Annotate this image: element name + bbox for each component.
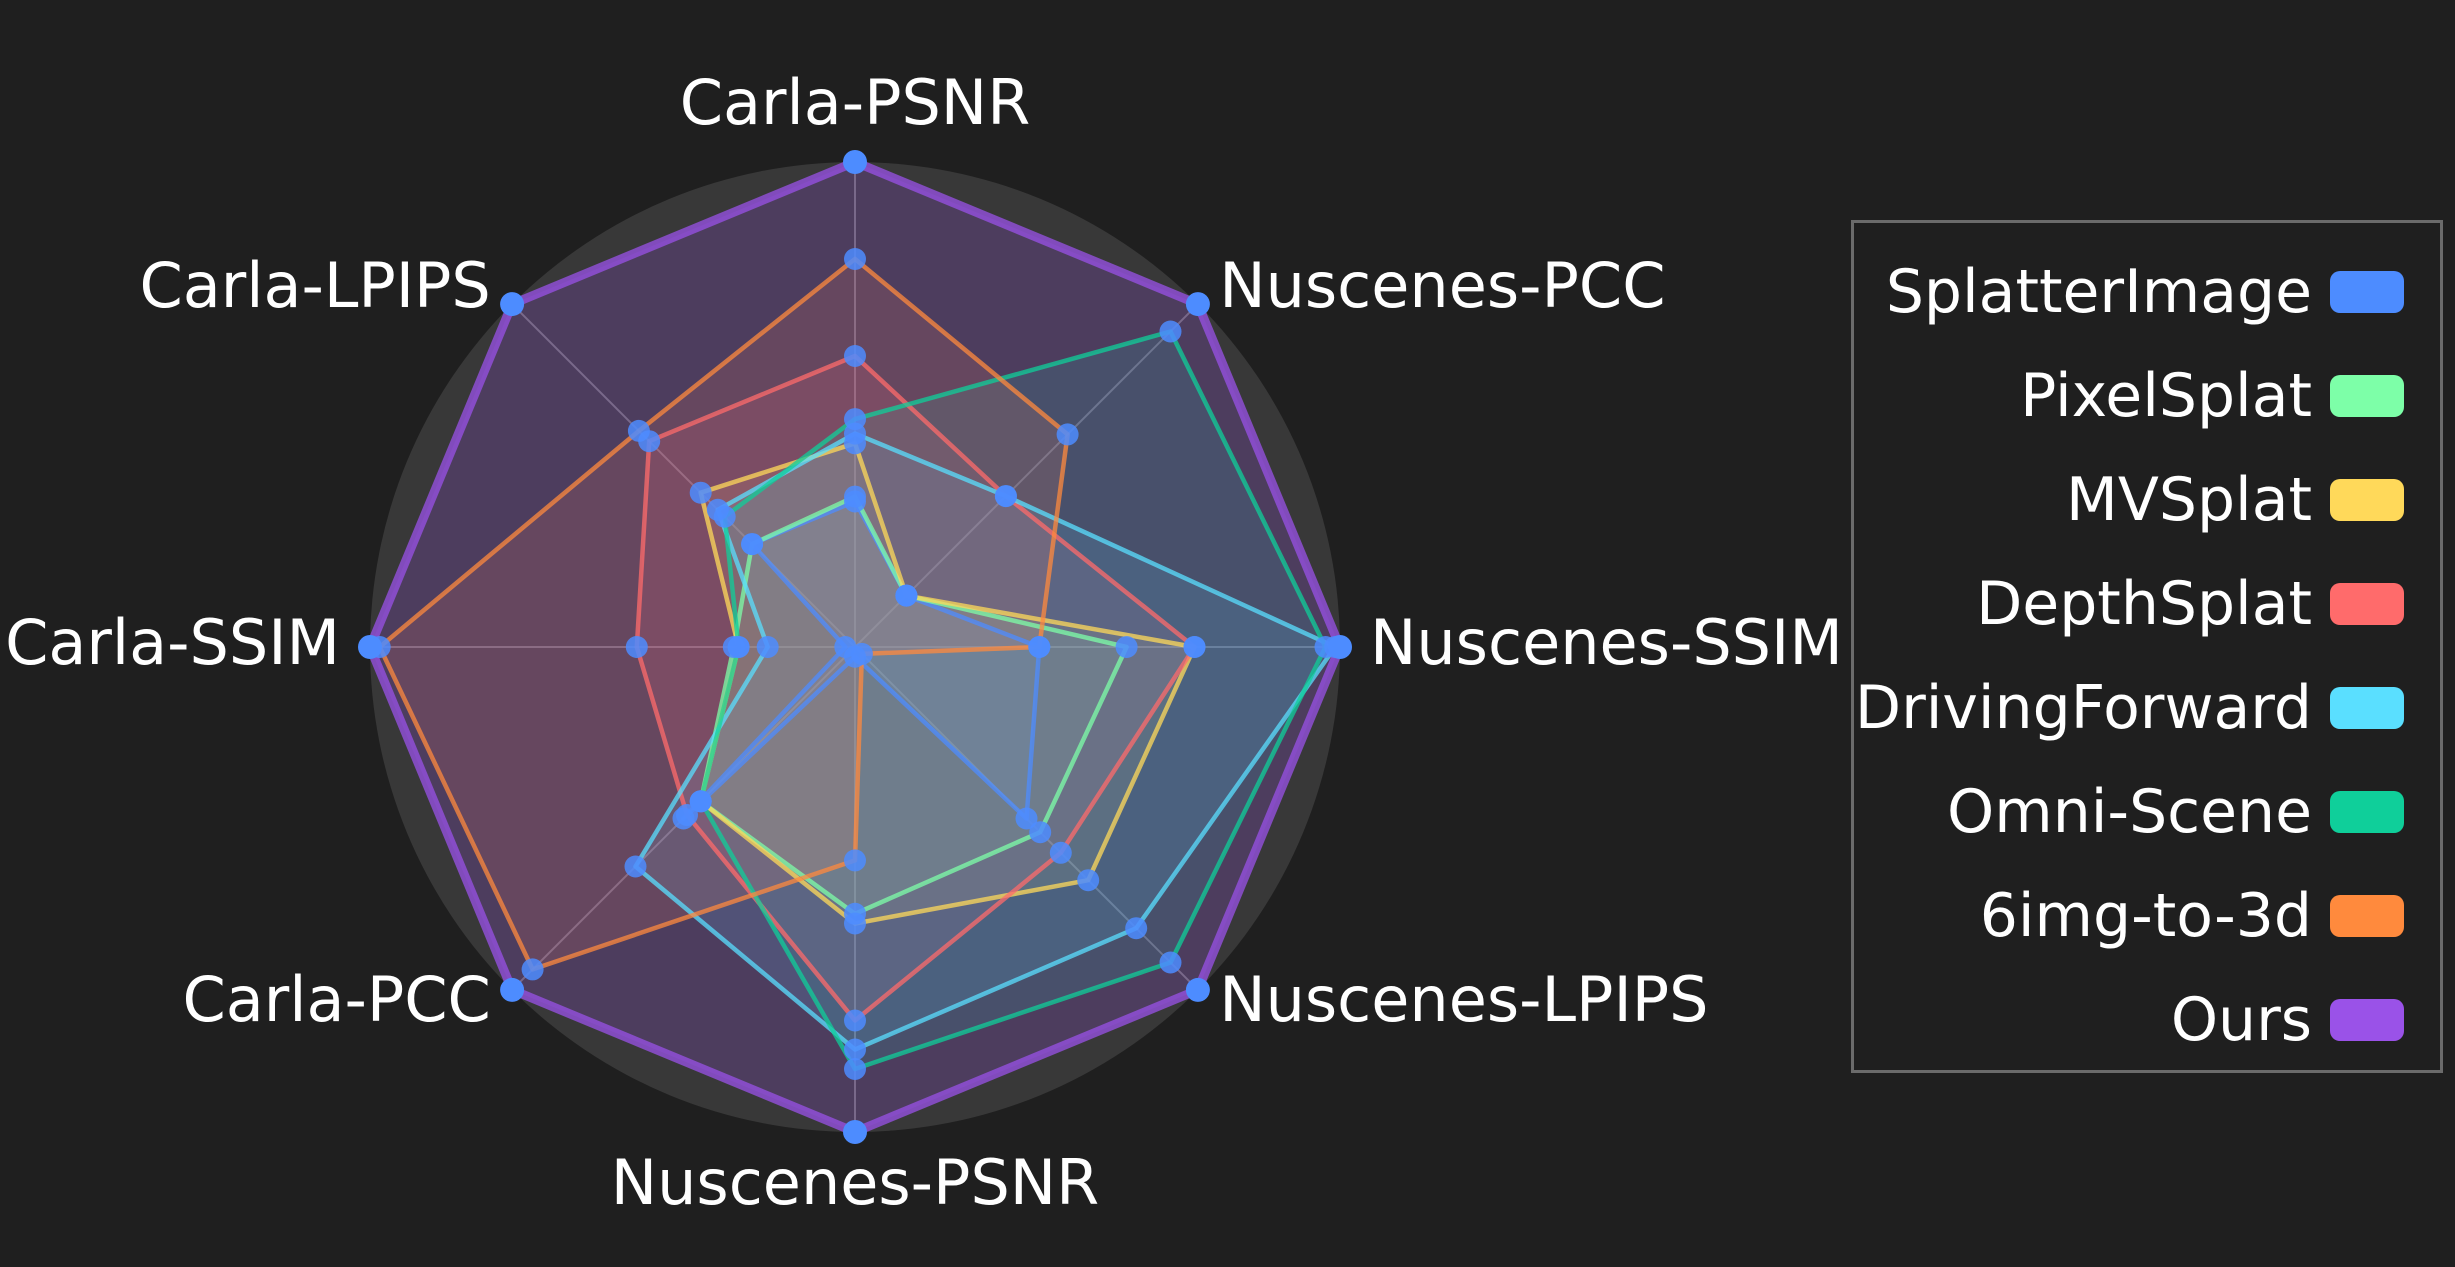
point-mvsplat-nuscenes-pcc <box>895 584 918 607</box>
legend: SplatterImage PixelSplat MVSplat DepthSplat… <box>1851 220 2443 1073</box>
point-ours-carla-psnr <box>843 150 867 174</box>
series-points <box>358 150 1352 1144</box>
point-6img-to-3d-carla-lpips <box>627 419 650 442</box>
point-ours-nuscenes-psnr <box>843 1120 867 1144</box>
legend-item-depthsplat: DepthSplat <box>1976 569 2404 639</box>
point-depthsplat-carla-pcc <box>676 804 698 826</box>
axis-spoke-carla-lpips <box>511 303 856 648</box>
legend-label: Ours <box>2170 985 2312 1055</box>
point-ours-nuscenes-lpips <box>1185 977 1210 1002</box>
point-omni-scene-nuscenes-psnr <box>844 1058 866 1080</box>
axis-labels: Carla-PSNR Nuscenes-PCC Nuscenes-SSIM Nusce… <box>5 66 1843 1219</box>
axis-label-nuscenes-psnr: Nuscenes-PSNR <box>611 1146 1100 1219</box>
legend-item-6img-to-3d: 6img-to-3d <box>1980 881 2404 951</box>
axis-label-nuscenes-ssim: Nuscenes-SSIM <box>1370 606 1843 679</box>
point-drivingforward-carla-pcc <box>624 855 647 878</box>
point-drivingforward-carla-ssim <box>756 636 779 658</box>
point-ours-carla-pcc <box>500 977 525 1002</box>
point-depthsplat-nuscenes-ssim <box>1183 636 1206 658</box>
legend-swatch-splatterimage <box>2330 271 2404 313</box>
legend-item-omni-scene: Omni-Scene <box>1947 777 2404 847</box>
legend-swatch-mvsplat <box>2330 479 2404 521</box>
legend-item-mvsplat: MVSplat <box>2066 465 2404 535</box>
legend-label: SplatterImage <box>1885 257 2312 327</box>
point-depthsplat-carla-ssim <box>625 636 648 658</box>
legend-label: DepthSplat <box>1976 569 2312 639</box>
legend-item-splatterimage: SplatterImage <box>1886 257 2404 327</box>
point-ours-nuscenes-pcc <box>1185 292 1210 317</box>
point-drivingforward-nuscenes-psnr <box>844 1038 866 1061</box>
point-6img-to-3d-carla-pcc <box>521 958 544 981</box>
point-omni-scene-carla-psnr <box>844 408 866 431</box>
legend-swatch-drivingforward <box>2330 687 2404 729</box>
axis-label-nuscenes-lpips: Nuscenes-LPIPS <box>1219 963 1708 1036</box>
legend-swatch-6img-to-3d <box>2330 895 2404 937</box>
axis-label-carla-ssim: Carla-SSIM <box>5 606 340 679</box>
point-ours-carla-lpips <box>500 292 525 317</box>
point-pixelsplat-carla-lpips <box>741 533 764 556</box>
point-depthsplat-nuscenes-lpips <box>1049 841 1072 864</box>
legend-label: MVSplat <box>2066 465 2312 535</box>
point-6img-to-3d-nuscenes-psnr <box>844 849 866 872</box>
point-drivingforward-nuscenes-pcc <box>994 485 1017 508</box>
point-6img-to-3d-nuscenes-pcc <box>1056 423 1079 446</box>
series-area-mvsplat <box>700 443 1195 924</box>
point-ours-nuscenes-ssim <box>1328 635 1352 659</box>
point-depthsplat-nuscenes-psnr <box>844 1009 866 1032</box>
point-depthsplat-carla-psnr <box>844 345 866 367</box>
legend-label: Omni-Scene <box>1947 777 2312 847</box>
point-6img-to-3d-nuscenes-ssim <box>1028 636 1051 658</box>
legend-label: 6img-to-3d <box>1979 881 2312 951</box>
point-omni-scene-nuscenes-pcc <box>1159 320 1182 343</box>
point-pixelsplat-nuscenes-lpips <box>1029 821 1052 844</box>
axis-label-carla-lpips: Carla-LPIPS <box>139 249 490 322</box>
legend-label: PixelSplat <box>2020 361 2312 431</box>
legend-label: DrivingForward <box>1854 673 2312 743</box>
series-area-drivingforward <box>635 433 1336 1050</box>
axis-label-carla-psnr: Carla-PSNR <box>680 66 1031 139</box>
legend-swatch-depthsplat <box>2330 583 2404 625</box>
point-ours-carla-ssim <box>358 635 382 659</box>
point-pixelsplat-carla-psnr <box>844 485 866 508</box>
point-drivingforward-nuscenes-lpips <box>1125 917 1148 940</box>
point-mvsplat-nuscenes-lpips <box>1077 869 1100 892</box>
point-omni-scene-nuscenes-lpips <box>1159 951 1182 974</box>
legend-item-pixelsplat: PixelSplat <box>2020 361 2404 431</box>
point-omni-scene-carla-lpips <box>713 505 736 528</box>
axis-label-carla-pcc: Carla-PCC <box>182 963 490 1036</box>
point-mvsplat-carla-lpips <box>689 481 712 504</box>
point-splatterimage-carla-ssim <box>834 636 857 658</box>
point-6img-to-3d-carla-psnr <box>844 248 866 270</box>
point-pixelsplat-nuscenes-ssim <box>1115 636 1138 658</box>
point-splatterimage-nuscenes-lpips <box>1015 807 1038 830</box>
legend-swatch-pixelsplat <box>2330 375 2404 417</box>
series-area-6img-to-3d <box>379 259 1068 970</box>
legend-item-ours: Ours <box>2171 985 2404 1055</box>
legend-swatch-omni-scene <box>2330 791 2404 833</box>
point-omni-scene-carla-pcc <box>689 790 712 813</box>
point-6img-to-3d-nuscenes-lpips <box>850 642 873 665</box>
legend-item-drivingforward: DrivingForward <box>1855 673 2404 743</box>
point-mvsplat-nuscenes-psnr <box>844 912 866 935</box>
point-omni-scene-carla-ssim <box>727 636 750 658</box>
legend-swatch-ours <box>2330 999 2404 1041</box>
axis-label-nuscenes-pcc: Nuscenes-PCC <box>1219 249 1665 322</box>
